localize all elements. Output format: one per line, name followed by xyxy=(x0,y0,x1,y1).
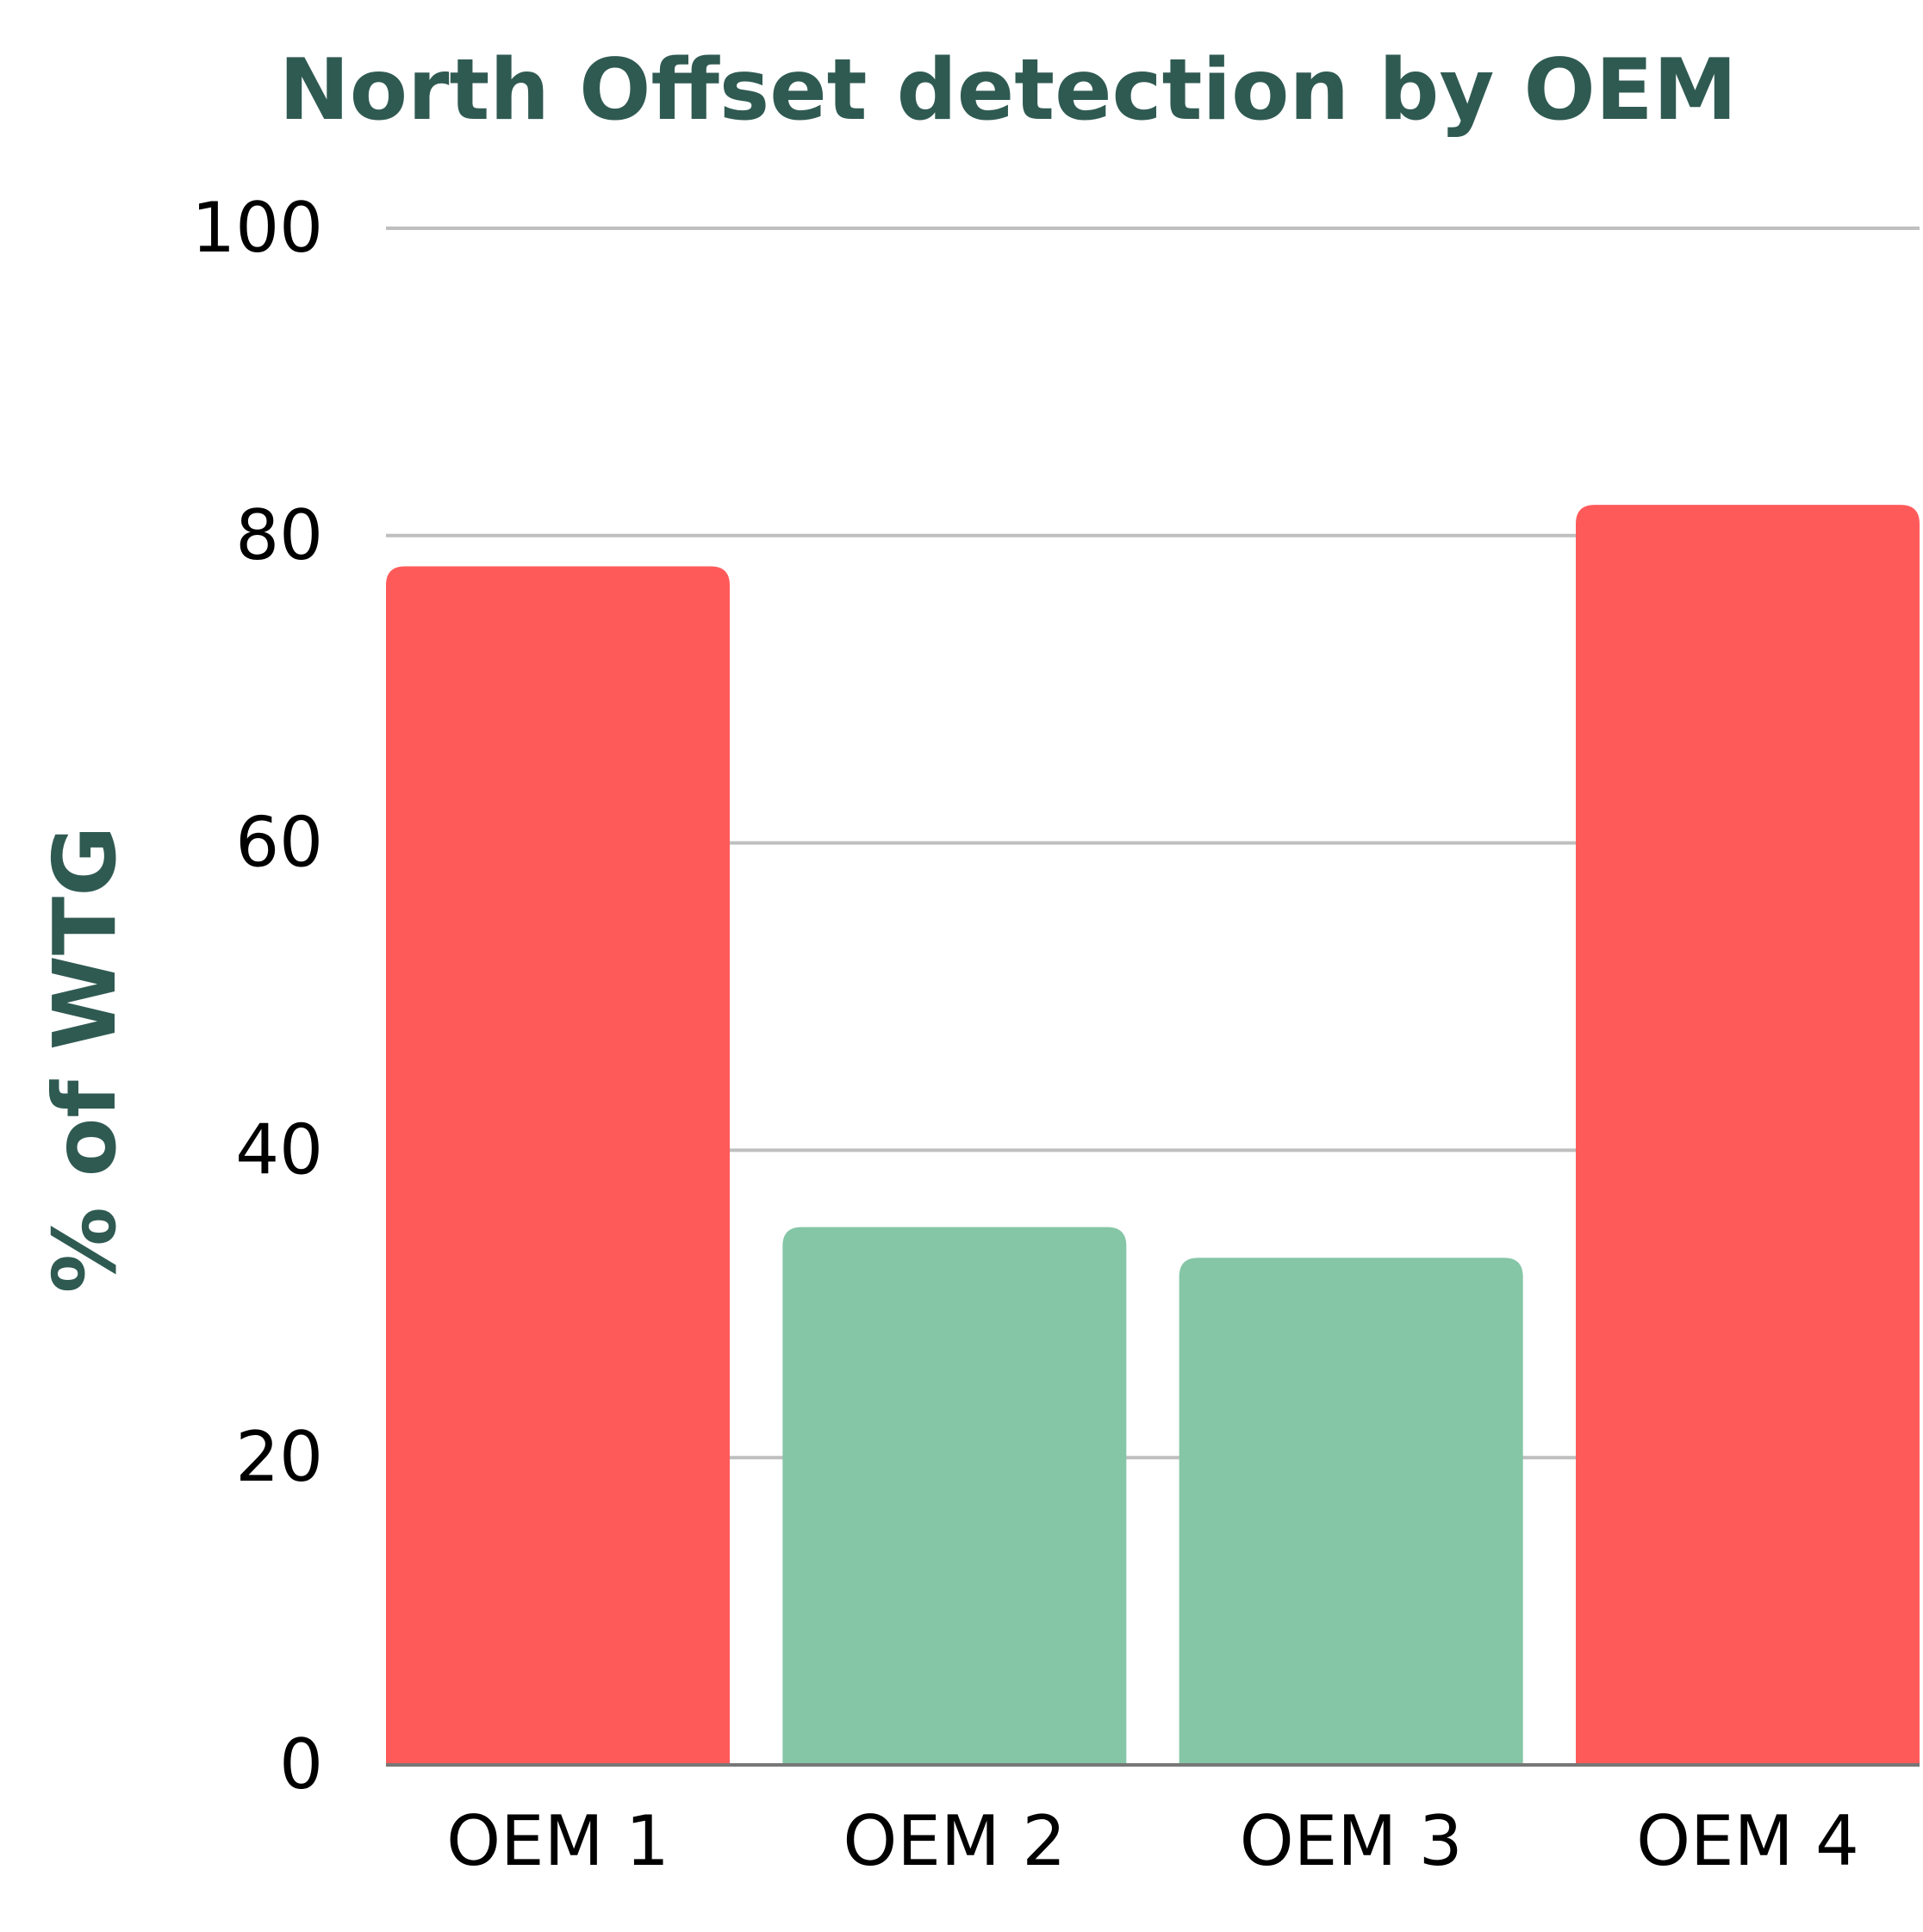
bar-1 xyxy=(386,566,730,1765)
bar-3 xyxy=(1179,1258,1523,1765)
x-tick-label: OEM 2 xyxy=(843,1801,1066,1881)
y-tick-label: 60 xyxy=(235,803,323,883)
x-tick-label: OEM 3 xyxy=(1240,1801,1463,1881)
y-tick-label: 0 xyxy=(279,1724,323,1805)
bars xyxy=(386,505,1920,1765)
y-tick-label: 100 xyxy=(191,188,323,268)
x-tick-labels: OEM 1 OEM 2 OEM 3 OEM 4 xyxy=(446,1801,1859,1881)
x-tick-label: OEM 4 xyxy=(1636,1801,1859,1881)
y-tick-label: 20 xyxy=(235,1417,323,1497)
chart-title: North Offset detection by OEM xyxy=(279,41,1737,140)
x-tick-label: OEM 1 xyxy=(446,1801,669,1881)
y-axis-label: % of WTG xyxy=(34,826,135,1294)
bar-4 xyxy=(1576,505,1920,1765)
bar-2 xyxy=(782,1227,1127,1765)
y-tick-label: 40 xyxy=(235,1109,323,1190)
y-tick-label: 80 xyxy=(235,495,323,575)
y-tick-labels: 0 20 40 60 80 100 xyxy=(191,188,323,1805)
